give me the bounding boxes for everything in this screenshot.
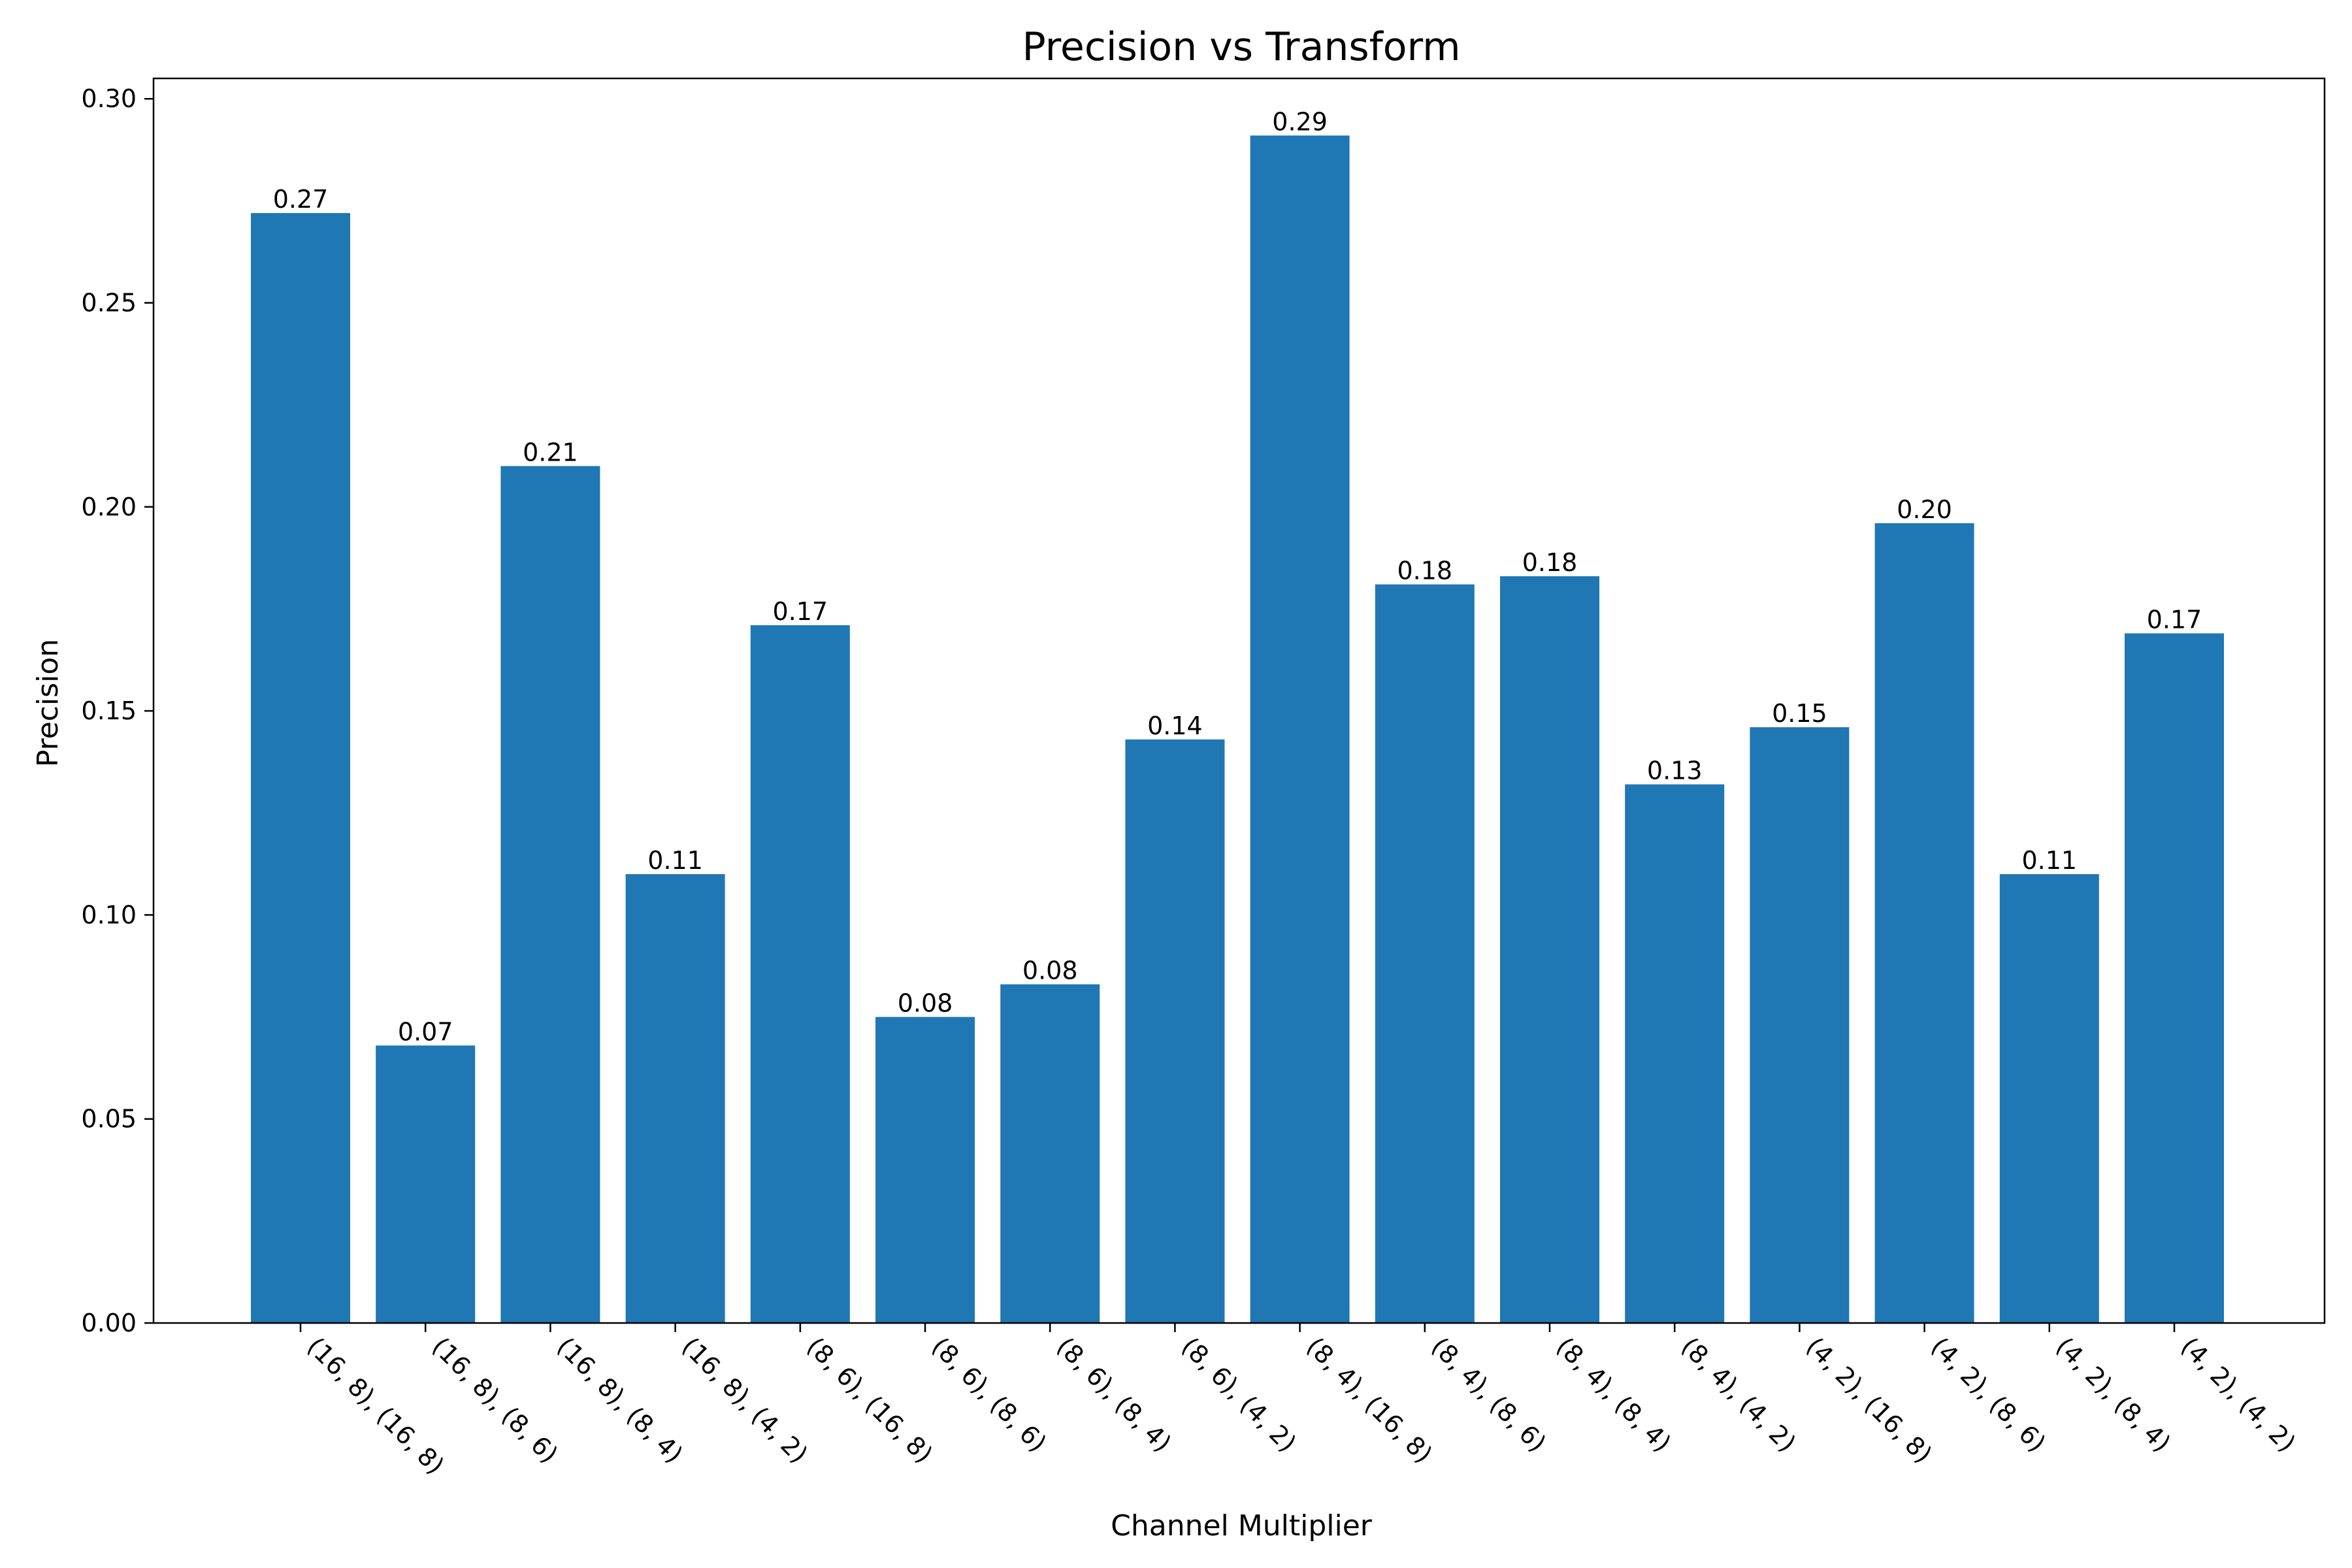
bar-value-label: 0.29 [1272,107,1328,136]
bar-value-label: 0.18 [1397,556,1452,585]
y-tick-label: 0.00 [81,1309,137,1337]
bar-value-label: 0.21 [523,438,578,466]
x-tick-label: (8, 6), (8, 4) [1051,1331,1177,1458]
x-tick-label: (4, 2), (8, 6) [1925,1331,2051,1458]
bar [1000,984,1100,1323]
bar-value-label: 0.20 [1897,495,1952,524]
bar-value-label: 0.13 [1647,757,1703,785]
bar [1999,874,2099,1323]
x-tick-label: (16, 8), (8, 6) [427,1331,564,1469]
bar-value-label: 0.08 [898,989,953,1018]
y-tick-label: 0.15 [81,696,137,725]
x-tick-label: (8, 4), (8, 4) [1551,1331,1677,1458]
x-tick-label: (16, 8), (16, 8) [302,1331,450,1480]
x-tick-label: (8, 4), (4, 2) [1676,1331,1802,1458]
x-tick-label: (16, 8), (8, 4) [551,1331,689,1469]
y-axis-label: Precision [31,639,65,767]
plot-area: 0.27 0.07 0.21 0.11 0.17 0.08 0.08 0.14 0.29 0.18… [81,77,2326,1480]
bar-value-label: 0.11 [2021,846,2077,875]
bar-value-label: 0.15 [1772,699,1827,728]
bar [2125,633,2224,1323]
x-tick-label: (4, 2), (4, 2) [2176,1331,2302,1458]
bar [1125,739,1225,1323]
bar-value-label: 0.08 [1022,956,1078,985]
bar [875,1017,975,1323]
bar [500,466,600,1324]
bar [251,213,350,1323]
bar [1375,584,1475,1323]
bar-value-label: 0.11 [647,846,703,875]
y-tick-label: 0.05 [81,1105,137,1134]
y-tick-label: 0.20 [81,493,137,521]
bar [1500,576,1599,1323]
bar-value-label: 0.18 [1522,548,1578,577]
x-tick-label: (8, 6), (8, 6) [926,1331,1053,1458]
bar [1750,727,1850,1323]
bar-value-label: 0.27 [273,185,329,214]
plot-frame [152,77,2326,1324]
y-tick-label: 0.10 [81,900,137,929]
bar [750,625,850,1323]
bar [376,1045,476,1323]
bar-value-label: 0.17 [2147,605,2202,634]
x-tick-label: (8, 4), (16, 8) [1301,1331,1438,1469]
y-tick-label: 0.30 [81,84,137,113]
bar [1874,523,1974,1324]
x-tick-label: (4, 2), (16, 8) [1801,1331,1938,1469]
bar [1625,784,1725,1323]
x-tick-label: (4, 2), (8, 4) [2050,1331,2176,1458]
chart-title: Precision vs Transform [1022,24,1460,70]
x-tick-label: (16, 8), (4, 2) [676,1331,813,1469]
bar-value-label: 0.07 [398,1017,453,1046]
x-tick-label: (8, 4), (8, 6) [1426,1331,1552,1458]
x-axis-label: Channel Multiplier [1111,1509,1373,1543]
x-tick-label: (8, 6), (4, 2) [1176,1331,1302,1458]
bar-value-label: 0.14 [1147,711,1203,740]
y-tick-label: 0.25 [81,289,137,318]
bar [1250,135,1350,1323]
bar-value-label: 0.17 [772,597,828,626]
x-tick-label: (8, 6), (16, 8) [801,1331,938,1469]
bar [625,874,725,1323]
